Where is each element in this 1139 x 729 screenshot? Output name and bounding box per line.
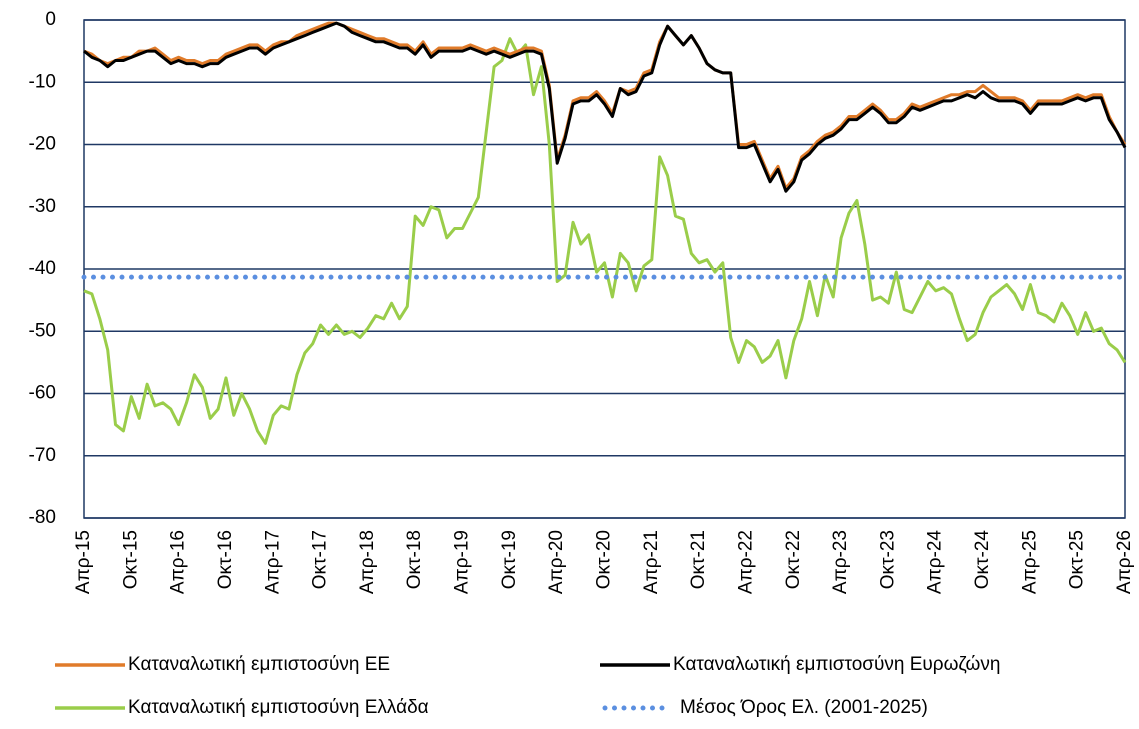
series-line: [83, 21, 1127, 190]
x-tick-label: Απρ-15: [73, 530, 94, 594]
x-tick-label: Οκτ-17: [310, 530, 331, 589]
x-tick-label: Οκτ-22: [783, 530, 804, 589]
series-line: [83, 37, 1127, 445]
y-tick-label: -80: [29, 507, 56, 528]
x-tick-label: Οκτ-18: [404, 530, 425, 589]
legend-label: Καταναλωτική εμπιστοσύνη Ευρωζώνη: [673, 654, 1000, 675]
y-tick-label: -50: [29, 320, 56, 341]
y-tick-label: -30: [29, 196, 56, 217]
legend-label: Μέσος Όρος Ελ. (2001-2025): [680, 697, 928, 718]
x-tick-label: Απρ-22: [735, 530, 756, 594]
x-tick-label: Οκτ-20: [594, 530, 615, 589]
legend-label: Καταναλωτική εμπιστοσύνη Ελλάδα: [128, 697, 429, 718]
series-line: [83, 21, 1127, 193]
x-tick-label: Απρ-24: [925, 530, 946, 594]
y-tick-label: -20: [29, 134, 56, 155]
x-tick-label: Απρ-25: [1019, 530, 1040, 594]
x-tick-label: Οκτ-21: [688, 530, 709, 589]
x-tick-label: Οκτ-23: [877, 530, 898, 589]
x-tick-label: Οκτ-24: [972, 530, 993, 590]
y-tick-label: -60: [29, 383, 56, 404]
x-tick-label: Οκτ-19: [499, 530, 520, 589]
x-tick-label: Απρ-16: [168, 530, 189, 594]
x-tick-label: Απρ-19: [452, 530, 473, 594]
y-tick-label: -10: [29, 71, 56, 92]
y-tick-label: -70: [29, 445, 56, 466]
x-tick-label: Απρ-21: [641, 530, 662, 594]
x-tick-label: Οκτ-15: [120, 530, 141, 589]
x-tick-label: Απρ-23: [830, 530, 851, 594]
x-tick-label: Απρ-17: [262, 530, 283, 594]
x-tick-label: Οκτ-25: [1067, 530, 1088, 589]
x-tick-label: Απρ-18: [357, 530, 378, 594]
y-tick-label: 0: [45, 9, 56, 30]
x-tick-label: Απρ-20: [546, 530, 567, 594]
x-tick-label: Απρ-26: [1114, 530, 1135, 594]
x-tick-label: Οκτ-16: [215, 530, 236, 589]
y-tick-label: -40: [29, 258, 56, 279]
legend-label: Καταναλωτική εμπιστοσύνη ΕΕ: [128, 654, 390, 675]
plot-border: [83, 19, 1126, 519]
